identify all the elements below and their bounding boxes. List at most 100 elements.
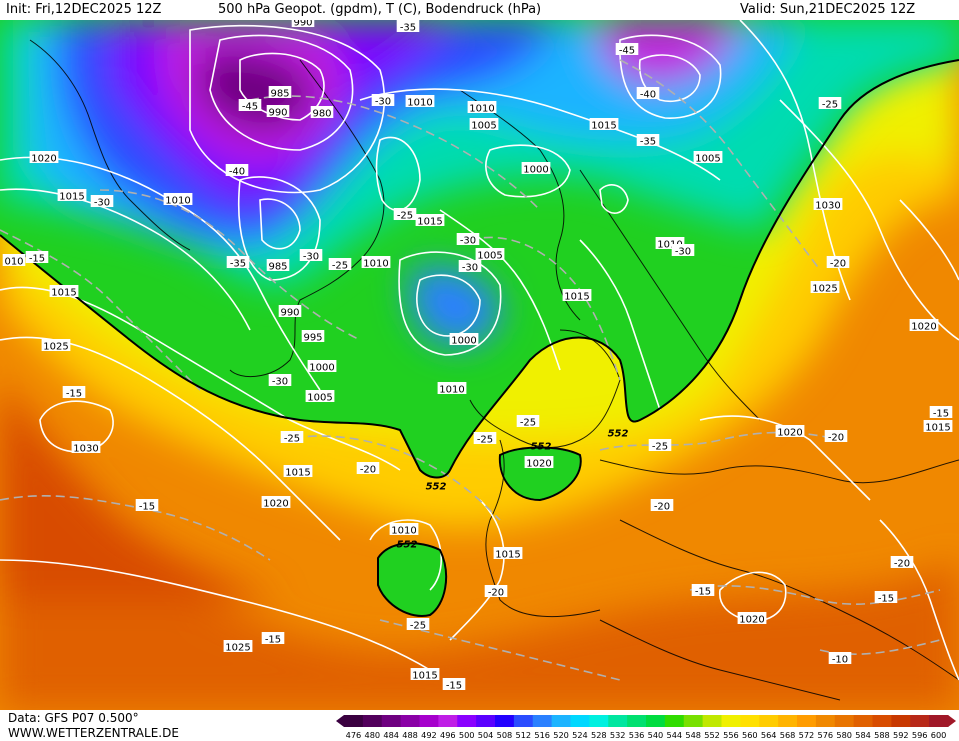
pressure-label-text: 985 <box>268 262 287 273</box>
temperature-label: -20 <box>650 499 674 513</box>
scale-tick-label: 556 <box>723 730 739 740</box>
scale-swatch <box>910 715 930 727</box>
init-time: Init: Fri,12DEC2025 12Z <box>6 2 162 17</box>
temperature-label-box <box>458 260 482 272</box>
temperature-label-text: -15 <box>66 389 82 400</box>
pressure-label-box <box>291 20 315 27</box>
temperature-label-box <box>615 43 639 55</box>
temperature-label-box <box>226 256 250 268</box>
pressure-label-box <box>475 248 505 260</box>
pressure-label: 1005 <box>305 390 335 404</box>
temperature-label: -15 <box>691 584 715 598</box>
pressure-label-text: 1015 <box>591 121 616 132</box>
temperature-label-text: -20 <box>894 559 910 570</box>
temperature-label-text: -25 <box>332 261 348 272</box>
scale-tick-label: 564 <box>761 730 777 740</box>
pressure-label-box <box>49 285 79 297</box>
pressure-label: 010 <box>2 254 26 268</box>
temperature-label-box <box>636 134 660 146</box>
temperature-label-box <box>261 632 285 644</box>
temperature-label-text: -35 <box>400 23 416 34</box>
temperature-label-text: -30 <box>303 252 319 263</box>
pressure-label-box <box>415 214 445 226</box>
scale-tick-label: 520 <box>553 730 569 740</box>
pressure-label: 1030 <box>813 198 843 212</box>
pressure-label: 1020 <box>524 456 554 470</box>
temperature-label-box <box>929 406 953 418</box>
pressure-label-box <box>71 441 101 453</box>
temperature-label-box <box>225 164 249 176</box>
temperature-label: -35 <box>396 20 420 34</box>
pressure-label-box <box>57 189 87 201</box>
pressure-label-text: 1005 <box>307 393 332 404</box>
pressure-label-box <box>307 360 337 372</box>
pressure-label: 1020 <box>261 496 291 510</box>
scale-swatch <box>457 715 477 727</box>
scale-tick-label: 512 <box>515 730 531 740</box>
scale-tick-label: 532 <box>610 730 626 740</box>
pressure-label-box <box>410 668 440 680</box>
temperature-label-text: -40 <box>640 90 656 101</box>
temperature-label-box <box>442 678 466 690</box>
temperature-label-text: -25 <box>410 621 426 632</box>
pressure-label: 1005 <box>469 118 499 132</box>
pressure-label-text: 1025 <box>225 643 250 654</box>
temperature-label: -15 <box>261 632 285 646</box>
pressure-label-text: 1020 <box>777 428 802 439</box>
scale-tick-label: 524 <box>572 730 588 740</box>
scale-swatch <box>362 715 383 727</box>
temperature-label-text: -25 <box>477 435 493 446</box>
pressure-label: 1010 <box>467 101 497 115</box>
temperature-label: -30 <box>371 94 395 108</box>
scale-tick-label: 568 <box>780 730 796 740</box>
temperature-label-box <box>90 195 114 207</box>
scale-swatch <box>683 715 704 727</box>
pressure-label: 1015 <box>923 420 953 434</box>
scale-swatch <box>627 715 647 727</box>
pressure-label-box <box>278 305 302 317</box>
pressure-label-box <box>268 86 292 98</box>
scale-swatch <box>438 715 458 727</box>
temperature-label: -20 <box>890 556 914 570</box>
temperature-label: -25 <box>328 258 352 272</box>
temperature-label-box <box>396 20 420 32</box>
pressure-label-box <box>493 547 523 559</box>
temperature-label-text: -15 <box>139 502 155 513</box>
temperature-label-text: -20 <box>654 502 670 513</box>
temperature-label-box <box>25 251 49 263</box>
temperature-label: -35 <box>636 134 660 148</box>
pressure-label: 1015 <box>410 668 440 682</box>
temperature-label-text: -30 <box>94 198 110 209</box>
pressure-label: 1015 <box>415 214 445 228</box>
temperature-label-box <box>299 249 323 261</box>
data-source: Data: GFS P07 0.500° <box>8 711 139 725</box>
scale-swatch <box>381 715 402 727</box>
scale-tick-label: 476 <box>346 730 362 740</box>
pressure-labels: 990 985 990 980 1020 1015 1010 985 990 995 1000 100… <box>2 20 953 682</box>
pressure-label: 1020 <box>737 612 767 626</box>
temperature-label-text: -30 <box>675 247 691 258</box>
scale-tick-label: 528 <box>591 730 607 740</box>
temperature-label-box <box>280 431 304 443</box>
footer-bar: Data: GFS P07 0.500° WWW.WETTERZENTRALE.… <box>0 710 959 741</box>
temperature-label-box <box>890 556 914 568</box>
temperature-label-box <box>135 499 159 511</box>
temperature-label-text: -35 <box>640 137 656 148</box>
pressure-label: 1015 <box>283 465 313 479</box>
temperature-label-text: -15 <box>29 254 45 265</box>
pressure-label-box <box>301 330 325 342</box>
temperature-label: -30 <box>671 244 695 258</box>
scale-tick-label: 596 <box>912 730 928 740</box>
pressure-label-box <box>449 333 479 345</box>
scale-swatch <box>589 715 609 727</box>
temperature-label-text: -30 <box>272 377 288 388</box>
pressure-label-text: 1000 <box>309 363 334 374</box>
scale-swatch <box>759 715 779 727</box>
pressure-label-text: 1015 <box>412 671 437 682</box>
pressure-label-box <box>775 425 805 437</box>
scale-tick-label: 552 <box>704 730 720 740</box>
pressure-label: 980 <box>310 106 334 120</box>
scale-swatch <box>929 715 949 727</box>
pressure-label: 1010 <box>437 382 467 396</box>
geopotential-label: 552 <box>531 442 552 453</box>
